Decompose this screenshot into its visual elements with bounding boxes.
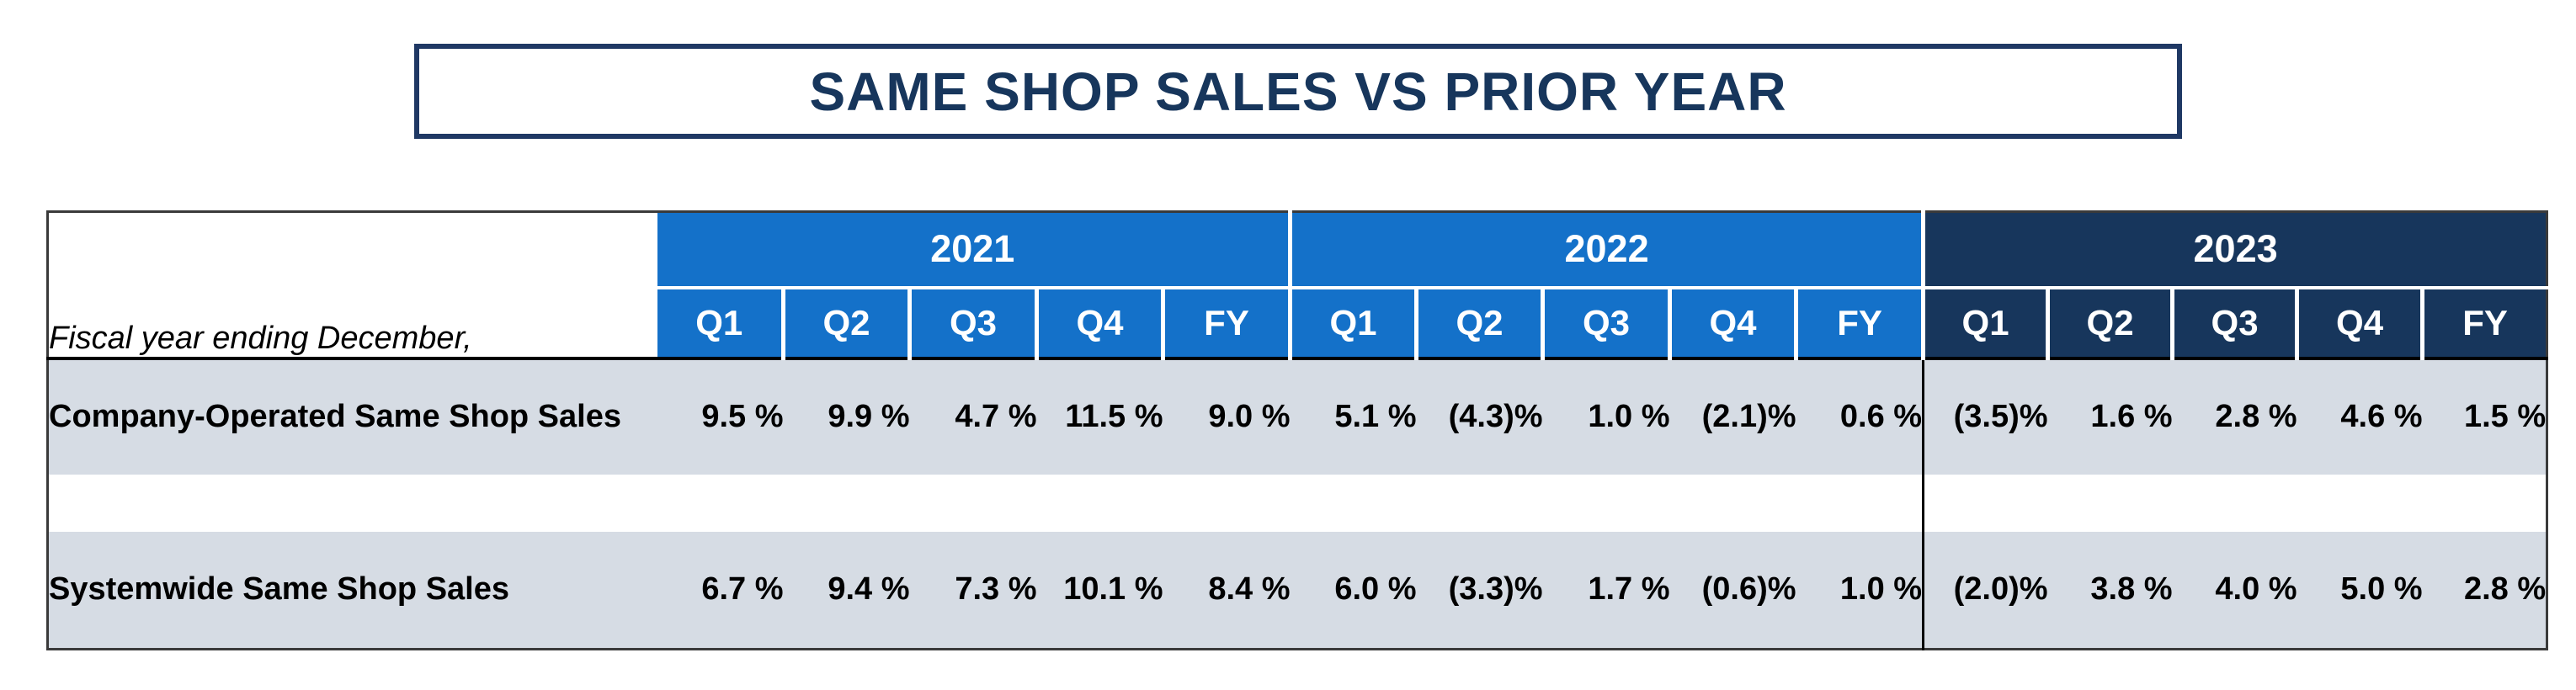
value-cell: 1.6 % xyxy=(2047,358,2173,475)
value-cell: 1.0 % xyxy=(1542,358,1670,475)
quarter-header: Q3 xyxy=(907,287,1037,360)
value-cell: (4.3)% xyxy=(1416,358,1543,475)
value-cell: 4.7 % xyxy=(909,358,1037,475)
value-cell: (3.5)% xyxy=(1922,358,2048,475)
quarter-header: Q2 xyxy=(781,287,910,360)
value-cell: 6.0 % xyxy=(1290,531,1417,650)
value-cell: 9.9 % xyxy=(783,358,910,475)
same-shop-sales-table: Fiscal year ending December, 2021 2022 2… xyxy=(46,210,2549,650)
value-cell: 1.0 % xyxy=(1796,531,1924,650)
value-cell: 5.1 % xyxy=(1290,358,1417,475)
year-header-2022: 2022 xyxy=(1288,211,1924,289)
quarter-header: FY xyxy=(2420,287,2547,360)
value-cell: 0.6 % xyxy=(1796,358,1924,475)
row-label: Systemwide Same Shop Sales xyxy=(47,531,657,650)
value-cell: 3.8 % xyxy=(2047,531,2173,650)
year-header-row: Fiscal year ending December, 2021 2022 2… xyxy=(47,211,2547,360)
value-cell: 4.0 % xyxy=(2172,531,2297,650)
value-cell: 9.5 % xyxy=(657,358,784,475)
quarter-header: Q4 xyxy=(2295,287,2423,360)
value-cell: 5.0 % xyxy=(2297,531,2423,650)
value-cell: 1.5 % xyxy=(2422,358,2547,475)
value-cell: 8.4 % xyxy=(1163,531,1291,650)
table-row-company-operated: Company-Operated Same Shop Sales 9.5 % 9… xyxy=(47,358,2547,475)
row-label: Company-Operated Same Shop Sales xyxy=(47,358,657,475)
value-cell: 7.3 % xyxy=(909,531,1037,650)
quarter-header: Q4 xyxy=(1035,287,1163,360)
value-cell: 2.8 % xyxy=(2422,531,2547,650)
quarter-header: Q4 xyxy=(1668,287,1796,360)
title-box: SAME SHOP SALES VS PRIOR YEAR xyxy=(414,44,2182,139)
value-cell: 11.5 % xyxy=(1036,358,1163,475)
quarter-header: Q1 xyxy=(1288,287,1417,360)
value-cell: (3.3)% xyxy=(1416,531,1543,650)
quarter-header-row: Q1 Q2 Q3 Q4 FY Q1 Q2 Q3 Q4 FY Q1 Q2 Q3 Q… xyxy=(48,287,2547,360)
value-cell: (0.6)% xyxy=(1669,531,1796,650)
value-cell: 9.0 % xyxy=(1163,358,1291,475)
quarter-header: FY xyxy=(1794,287,1924,360)
value-cell: 1.7 % xyxy=(1542,531,1670,650)
spacer-cell xyxy=(1922,474,2547,532)
quarter-header: Q2 xyxy=(2046,287,2173,360)
value-cell: 10.1 % xyxy=(1036,531,1163,650)
fiscal-year-label: Fiscal year ending December, xyxy=(47,211,657,360)
spacer-cell xyxy=(47,474,1924,532)
value-cell: (2.1)% xyxy=(1669,358,1796,475)
year-header-2023: 2023 xyxy=(1921,211,2547,289)
page-title: SAME SHOP SALES VS PRIOR YEAR xyxy=(809,61,1787,122)
table-row-systemwide: Systemwide Same Shop Sales 6.7 % 9.4 % 7… xyxy=(47,531,2547,650)
value-cell: 9.4 % xyxy=(783,531,910,650)
value-cell: 6.7 % xyxy=(657,531,784,650)
value-cell: 4.6 % xyxy=(2297,358,2423,475)
quarter-header: Q3 xyxy=(2170,287,2297,360)
quarter-header: FY xyxy=(1160,287,1291,360)
quarter-header: Q2 xyxy=(1414,287,1543,360)
quarter-header: Q3 xyxy=(1541,287,1670,360)
spacer-row xyxy=(47,474,2547,532)
value-cell: (2.0)% xyxy=(1922,531,2048,650)
year-header-2021: 2021 xyxy=(657,211,1291,289)
quarter-header: Q1 xyxy=(1921,287,2048,360)
value-cell: 2.8 % xyxy=(2172,358,2297,475)
quarter-header: Q1 xyxy=(657,287,784,360)
